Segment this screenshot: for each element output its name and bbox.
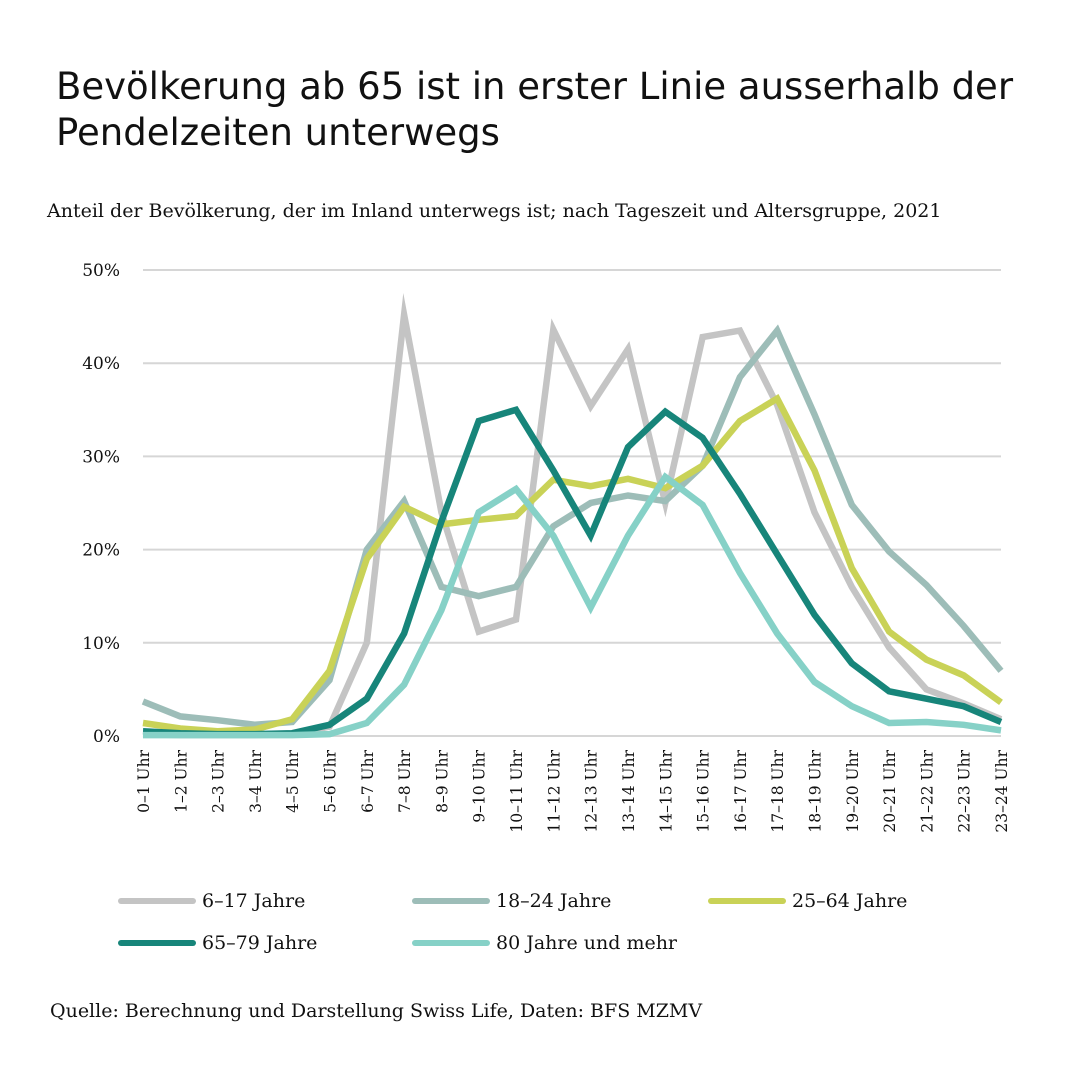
legend-swatch-65-79 <box>118 940 196 946</box>
x-category-label: 7–8 Uhr <box>396 749 414 812</box>
legend-swatch-18-24 <box>412 898 490 904</box>
x-category-label: 14–15 Uhr <box>657 749 675 832</box>
y-tick-label: 30% <box>82 447 120 467</box>
x-category-label: 19–20 Uhr <box>844 749 862 832</box>
x-axis-category-labels: 0–1 Uhr 1–2 Uhr 2–3 Uhr 3–4 Uhr 4–5 Uhr 5–6 U… <box>135 749 1011 832</box>
chart-title-line-2: Pendelzeiten unterwegs <box>56 111 500 154</box>
x-category-label: 12–13 Uhr <box>583 749 601 832</box>
x-category-label: 17–18 Uhr <box>769 749 787 832</box>
x-category-label: 5–6 Uhr <box>322 749 340 812</box>
legend-item-6-17: 6–17 Jahre <box>118 884 305 918</box>
legend-item-25-64: 25–64 Jahre <box>708 884 907 918</box>
legend-label-65-79: 65–79 Jahre <box>202 932 318 954</box>
x-category-label: 15–16 Uhr <box>695 749 713 832</box>
x-category-label: 22–23 Uhr <box>956 749 974 832</box>
grid-lines <box>143 269 1001 737</box>
y-tick-label: 20% <box>82 541 120 561</box>
x-category-label: 1–2 Uhr <box>172 749 190 812</box>
x-category-label: 2–3 Uhr <box>210 749 228 812</box>
series-line-1 <box>141 324 1004 729</box>
series-line-4 <box>143 472 1002 739</box>
legend-item-18-24: 18–24 Jahre <box>412 884 611 918</box>
series-line-2 <box>142 394 1003 735</box>
x-category-label: 13–14 Uhr <box>620 749 638 832</box>
x-category-label: 21–22 Uhr <box>918 749 936 832</box>
x-category-label: 0–1 Uhr <box>135 749 153 812</box>
legend-label-25-64: 25–64 Jahre <box>792 890 908 912</box>
legend-item-80-plus: 80 Jahre und mehr <box>412 926 677 960</box>
x-category-label: 16–17 Uhr <box>732 749 750 832</box>
y-tick-label: 40% <box>82 354 120 374</box>
line-chart: 0% 10% 20% 30% 40% 50% 0–1 Uhr 1–2 Uhr 2–3 Uhr 3… <box>82 261 1011 833</box>
y-tick-label: 10% <box>82 634 120 654</box>
x-category-label: 8–9 Uhr <box>433 749 451 812</box>
series-lines <box>141 292 1004 739</box>
x-category-label: 10–11 Uhr <box>508 749 526 832</box>
y-tick-label: 0% <box>93 727 120 747</box>
legend-label-6-17: 6–17 Jahre <box>202 890 306 912</box>
series-line-0 <box>142 292 1003 739</box>
chart-subtitle: Anteil der Bevölkerung, der im Inland un… <box>47 200 942 222</box>
legend: 6–17 Jahre 18–24 Jahre 25–64 Jahre 65–79… <box>118 884 1018 974</box>
legend-swatch-6-17 <box>118 898 196 904</box>
x-category-label: 11–12 Uhr <box>545 749 563 832</box>
legend-swatch-25-64 <box>708 898 786 904</box>
legend-label-18-24: 18–24 Jahre <box>496 890 612 912</box>
chart-title-line-1: Bevölkerung ab 65 ist in erster Linie au… <box>56 65 1014 108</box>
legend-label-80-plus: 80 Jahre und mehr <box>496 932 678 954</box>
x-category-label: 3–4 Uhr <box>247 749 265 812</box>
y-tick-label: 50% <box>82 261 120 281</box>
legend-item-65-79: 65–79 Jahre <box>118 926 317 960</box>
y-axis-tick-labels: 0% 10% 20% 30% 40% 50% <box>82 261 120 747</box>
x-category-label: 9–10 Uhr <box>471 749 489 822</box>
legend-swatch-80-plus <box>412 940 490 946</box>
source-note: Quelle: Berechnung und Darstellung Swiss… <box>50 1000 703 1022</box>
x-category-label: 20–21 Uhr <box>881 749 899 832</box>
x-category-label: 6–7 Uhr <box>359 749 377 812</box>
x-category-label: 4–5 Uhr <box>284 749 302 812</box>
x-category-label: 23–24 Uhr <box>993 749 1011 832</box>
chart-title: Bevölkerung ab 65 ist in erster Linie au… <box>56 64 1046 156</box>
x-category-label: 18–19 Uhr <box>806 749 824 832</box>
